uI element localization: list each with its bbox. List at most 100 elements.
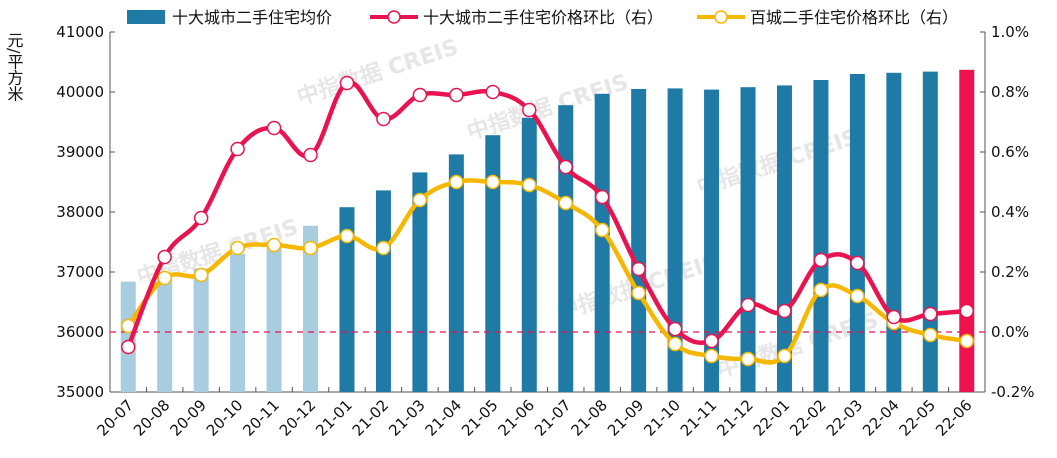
bar-20-10 xyxy=(230,254,246,392)
x-tick-label: 22-05 xyxy=(896,396,940,440)
x-tick-label: 22-02 xyxy=(786,396,830,440)
top10-mom-point-21-01 xyxy=(339,75,355,91)
bar-22-04 xyxy=(886,72,902,393)
baicheng-mom-point-21-06 xyxy=(522,177,537,193)
top10-mom-point-21-12 xyxy=(740,297,756,313)
right-tick-label: 0.8% xyxy=(991,83,1029,101)
baicheng-mom-point-21-01 xyxy=(339,228,355,244)
left-tick-label: 41000 xyxy=(56,23,104,41)
baicheng-mom-point-21-07 xyxy=(558,195,573,211)
bar-21-11 xyxy=(704,89,720,392)
right-tick-label: 0.0% xyxy=(991,323,1029,341)
bar-21-04 xyxy=(448,154,464,392)
bar-20-11 xyxy=(266,246,282,392)
x-tick-label: 21-07 xyxy=(531,396,575,440)
x-tick-label: 21-05 xyxy=(458,396,502,440)
y-axis-label: 元/平方米 xyxy=(5,32,24,101)
left-tick-label: 36000 xyxy=(56,323,104,341)
bar-20-08 xyxy=(157,275,173,392)
x-tick-label: 21-04 xyxy=(422,396,466,440)
legend-bar-swatch xyxy=(127,10,165,24)
bar-22-02 xyxy=(813,80,829,392)
bar-20-12 xyxy=(303,225,319,392)
legend-line1-marker xyxy=(387,10,401,24)
baicheng-mom-point-21-04 xyxy=(449,174,464,190)
top10-mom-point-22-01 xyxy=(777,303,792,319)
x-tick-label: 22-01 xyxy=(750,396,794,440)
top10-mom-point-21-08 xyxy=(594,189,610,205)
x-tick-label: 21-03 xyxy=(385,396,429,440)
bar-20-09 xyxy=(193,268,209,392)
baicheng-mom-point-22-05 xyxy=(923,327,938,343)
baicheng-mom-point-20-11 xyxy=(266,237,282,253)
baicheng-mom-point-21-12 xyxy=(740,351,756,367)
baicheng-mom-point-21-08 xyxy=(594,222,610,238)
top10-mom-point-21-10 xyxy=(667,321,683,337)
top10-mom-point-22-02 xyxy=(813,252,829,268)
x-tick-label: 21-02 xyxy=(349,396,393,440)
top10-mom-point-22-05 xyxy=(923,306,938,322)
bar-21-03 xyxy=(412,172,428,392)
legend-label-bar: 十大城市二手住宅均价 xyxy=(172,8,332,27)
baicheng-mom-point-22-03 xyxy=(850,288,865,304)
baicheng-mom-point-22-01 xyxy=(777,348,792,364)
baicheng-mom-point-21-09 xyxy=(631,285,646,301)
top10-mom-line xyxy=(126,80,967,348)
bar-21-12 xyxy=(740,87,756,392)
left-tick-label: 35000 xyxy=(56,383,104,401)
x-tick-label: 20-09 xyxy=(166,396,210,440)
bar-21-08 xyxy=(594,93,610,393)
bar-21-01 xyxy=(339,207,355,392)
x-tick-label: 20-12 xyxy=(276,396,320,440)
top10-mom-point-20-07 xyxy=(120,339,136,355)
bar-20-07 xyxy=(120,281,136,392)
right-tick-label: 0.2% xyxy=(991,263,1029,281)
x-tick-label: 21-11 xyxy=(677,396,721,440)
right-tick-label: 1.0% xyxy=(991,23,1029,41)
x-tick-label: 21-01 xyxy=(312,396,356,440)
baicheng-mom-point-21-05 xyxy=(485,174,501,190)
baicheng-mom-point-20-08 xyxy=(157,270,172,286)
top10-mom-point-20-08 xyxy=(157,249,172,265)
bar-21-10 xyxy=(667,88,683,393)
legend-label-line1: 十大城市二手住宅价格环比（右） xyxy=(423,8,663,27)
top10-mom-point-21-05 xyxy=(485,84,501,100)
top10-mom-point-21-06 xyxy=(522,102,537,118)
watermark-text: 中指数据 CREIS xyxy=(294,34,462,111)
x-tick-label: 20-10 xyxy=(203,396,247,440)
x-tick-label: 21-09 xyxy=(604,396,648,440)
baicheng-mom-point-20-09 xyxy=(193,267,209,283)
x-tick-label: 20-07 xyxy=(94,396,138,440)
x-tick-label: 20-11 xyxy=(239,396,283,440)
x-tick-label: 22-06 xyxy=(932,396,976,440)
left-tick-label: 39000 xyxy=(56,143,104,161)
right-tick-label: -0.2% xyxy=(991,383,1035,401)
top10-mom-point-20-10 xyxy=(230,141,245,157)
x-tick-label: 21-08 xyxy=(567,396,611,440)
top10-mom-point-20-12 xyxy=(303,147,318,163)
baicheng-mom-point-21-10 xyxy=(667,336,683,352)
bar-21-02 xyxy=(375,190,391,392)
baicheng-mom-point-20-10 xyxy=(230,240,245,256)
x-tick-label: 21-10 xyxy=(640,396,684,440)
baicheng-mom-point-22-06 xyxy=(959,333,975,349)
x-tick-label: 22-03 xyxy=(823,396,867,440)
top10-mom-point-20-09 xyxy=(193,210,209,226)
top10-mom-point-21-07 xyxy=(558,159,573,175)
bar-21-07 xyxy=(558,105,574,392)
bar-21-05 xyxy=(485,135,501,392)
left-tick-label: 38000 xyxy=(56,203,104,221)
top10-mom-point-21-02 xyxy=(376,111,391,127)
baicheng-mom-point-22-02 xyxy=(813,282,829,298)
x-tick-label: 21-06 xyxy=(495,396,539,440)
right-tick-label: 0.4% xyxy=(991,203,1029,221)
baicheng-mom-point-21-03 xyxy=(412,192,428,208)
legend-label-line2: 百城二手住宅价格环比（右） xyxy=(750,8,958,27)
baicheng-mom-point-20-12 xyxy=(303,240,318,256)
x-tick-label: 20-08 xyxy=(130,396,174,440)
right-tick-label: 0.6% xyxy=(991,143,1029,161)
left-tick-label: 40000 xyxy=(56,83,104,101)
left-tick-label: 37000 xyxy=(56,263,104,281)
baicheng-mom-point-21-02 xyxy=(376,240,391,256)
